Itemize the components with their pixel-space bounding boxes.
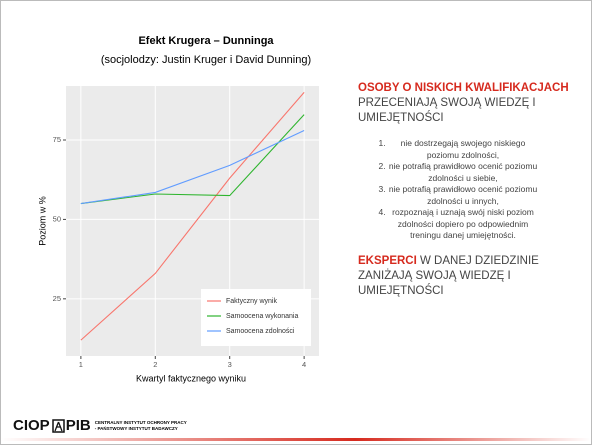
lead-text: OSOBY O NISKICH KWALIFIKACJACH PRZECENIA… [358,81,578,126]
series-line [80,114,305,205]
highlight: OSOBY O NISKICH KWALIFIKACJACH [358,82,569,94]
y-axis-label: Poziom w % [37,196,47,246]
legend-label: Samoocena wykonania [226,313,298,320]
list: nie dostrzegają swojego niskiego poziomu… [358,138,538,242]
y-tick-label: 75 [53,135,61,144]
text-panel: OSOBY O NISKICH KWALIFIKACJACH PRZECENIA… [358,81,578,299]
series-line [80,129,305,205]
x-axis-label: Kwartyl faktycznego wyniku [136,373,246,383]
list-item: nie potrafią prawidłowo ocenić poziomu z… [388,184,538,207]
text: - PAŃSTWOWY INSTYTUT BADAWCZY [94,425,178,431]
text: PRZECENIAJĄ SWOJĄ WIEDZĘ I UMIEJĘTNOŚCI [358,97,536,124]
x-tick-label: 2 [153,360,157,369]
chart-title: Efekt Krugera – Dunninga [138,35,274,47]
logo-text: PIB [65,417,91,434]
institute: CENTRALNY INSTYTUT OCHRONY PRACY - PAŃSTW… [95,420,187,432]
text: W DANEJ DZIEDZINIE ZANIŻAJĄ SWOJĄ WIEDZĘ… [358,254,539,297]
footer: CIOP PIB CENTRALNY INSTYTUT OCHRONY PRAC… [13,417,187,434]
y-tick-label: 25 [53,294,61,303]
x-tick-label: 3 [228,360,232,369]
text: CENTRALNY INSTYTUT OCHRONY PRACY [94,419,187,425]
highlight: EKSPERCI [358,254,417,267]
logo-icon [51,418,65,433]
chart: Efekt Krugera – Dunninga (socjolodzy: Ju… [37,35,319,383]
footer-bar [1,438,591,441]
list-item: nie potrafią prawidłowo ocenić poziomu z… [388,161,538,184]
x-tick-label: 1 [79,360,83,369]
chart-subtitle: (socjolodzy: Justin Kruger i David Dunni… [101,54,311,66]
legend-box [201,289,311,346]
legend-label: Faktyczny wynik [226,298,277,305]
y-tick-label: 50 [53,214,61,223]
x-tick-label: 4 [302,360,306,369]
second-text: EKSPERCI W DANEJ DZIEDZINIE ZANIŻAJĄ SWO… [358,254,578,299]
series-line [80,91,305,341]
logo-text: CIOP [13,417,50,434]
legend-label: Samoocena zdolności [226,328,295,335]
list-item: nie dostrzegają swojego niskiego poziomu… [388,138,538,161]
list-item: rozpoznają i uznają swój niski poziom zd… [388,207,538,242]
